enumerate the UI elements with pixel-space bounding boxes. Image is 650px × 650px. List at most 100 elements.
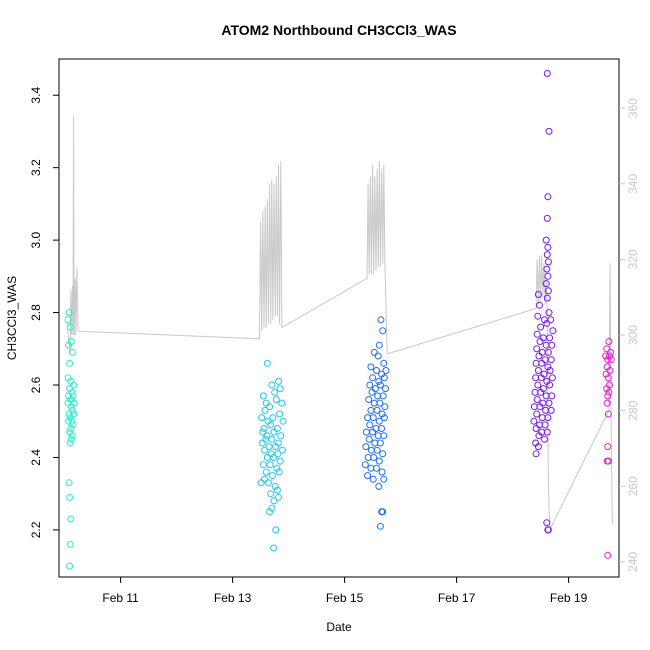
data-point-series-0 <box>68 417 76 425</box>
data-point-series-3 <box>533 330 541 338</box>
data-point-series-1 <box>266 508 274 516</box>
data-point-series-3 <box>544 243 552 251</box>
data-point-series-0 <box>66 562 74 570</box>
data-point-series-3 <box>538 348 546 356</box>
data-point-series-1 <box>267 421 275 429</box>
data-point-series-1 <box>268 381 276 389</box>
data-point-series-1 <box>277 432 285 440</box>
data-point-series-3 <box>532 450 540 458</box>
x-tick-label: Feb 17 <box>438 591 476 605</box>
data-point-series-2 <box>378 425 386 432</box>
data-point-series-1 <box>272 443 280 451</box>
data-point-series-2 <box>373 367 380 374</box>
data-point-series-1 <box>273 486 281 494</box>
data-point-series-0 <box>66 414 74 422</box>
data-point-series-1 <box>261 475 268 483</box>
data-point-series-3 <box>548 374 556 382</box>
data-point-series-3 <box>543 519 551 527</box>
data-point-series-3 <box>543 214 551 222</box>
data-point-series-3 <box>546 381 554 389</box>
data-point-series-1 <box>269 414 277 422</box>
data-point-series-1 <box>259 461 267 469</box>
data-point-series-2 <box>364 472 372 480</box>
data-point-series-3 <box>533 396 541 403</box>
data-point-series-2 <box>375 457 383 465</box>
y-tick-label: 3.4 <box>29 87 43 104</box>
data-point-series-3 <box>534 367 542 374</box>
data-point-series-2 <box>373 406 381 414</box>
data-point-series-2 <box>380 475 388 483</box>
data-point-series-3 <box>535 352 543 360</box>
data-point-series-4 <box>606 367 614 374</box>
data-point-series-0 <box>70 410 78 418</box>
right-y-tick-label: 360 <box>626 98 640 118</box>
data-point-series-1 <box>270 497 278 505</box>
data-point-series-0 <box>70 381 78 389</box>
x-tick-label: Feb 13 <box>214 591 252 605</box>
data-point-series-1 <box>271 388 279 396</box>
data-point-series-0 <box>66 493 74 501</box>
data-point-series-0 <box>65 479 73 487</box>
y-axis-label: CH3CCl3_WAS <box>5 276 19 360</box>
data-point-series-2 <box>379 392 387 400</box>
data-point-series-1 <box>261 446 268 454</box>
data-point-series-4 <box>604 356 612 364</box>
data-point-series-2 <box>373 446 381 454</box>
data-point-series-2 <box>365 435 373 443</box>
data-point-series-1 <box>262 468 270 476</box>
data-point-series-4 <box>603 385 611 393</box>
data-point-series-1 <box>279 417 287 425</box>
data-point-series-1 <box>275 468 283 476</box>
data-point-series-3 <box>536 301 543 309</box>
data-point-series-2 <box>379 327 387 335</box>
data-point-series-2 <box>375 341 383 349</box>
data-point-series-1 <box>276 385 284 393</box>
data-point-series-1 <box>268 504 276 512</box>
data-point-series-0 <box>66 359 74 367</box>
data-point-series-3 <box>543 70 551 77</box>
data-point-series-3 <box>532 359 540 367</box>
data-point-series-2 <box>381 403 389 411</box>
data-point-series-3 <box>541 435 548 443</box>
data-point-series-2 <box>377 316 385 324</box>
data-point-series-1 <box>276 457 284 465</box>
data-point-series-3 <box>549 327 557 335</box>
data-point-series-2 <box>376 381 384 389</box>
data-point-series-0 <box>65 392 72 400</box>
right-y-tick-label: 260 <box>626 476 640 496</box>
data-point-series-3 <box>544 526 552 534</box>
data-point-series-2 <box>380 374 388 382</box>
data-point-series-0 <box>69 421 77 429</box>
data-point-series-1 <box>265 443 273 451</box>
data-point-series-2 <box>376 522 384 530</box>
data-point-series-4 <box>602 352 610 360</box>
data-point-series-2 <box>374 352 382 360</box>
data-point-series-3 <box>542 280 550 288</box>
data-point-series-2 <box>362 443 370 451</box>
data-point-series-1 <box>278 446 286 454</box>
y-tick-label: 2.4 <box>29 449 43 466</box>
data-point-series-0 <box>66 439 74 447</box>
plot-area: 2.2 2.4 2.6 2.8 3.0 3.2 3.4 240 260 280 300 320 340 3… <box>29 58 640 605</box>
data-point-series-0 <box>65 410 73 418</box>
data-point-series-3 <box>539 334 547 342</box>
data-point-series-1 <box>263 359 271 367</box>
data-point-series-3 <box>544 348 552 356</box>
data-point-series-0 <box>67 425 75 432</box>
data-point-series-4 <box>604 551 612 559</box>
y-tick-label: 3.2 <box>29 159 43 176</box>
data-point-series-2 <box>367 406 375 414</box>
data-point-series-3 <box>544 287 552 295</box>
data-point-series-4 <box>605 338 613 345</box>
data-point-series-3 <box>547 406 555 414</box>
data-point-series-1 <box>266 461 274 469</box>
data-point-series-1 <box>275 493 282 501</box>
data-point-series-1 <box>270 544 277 552</box>
data-point-series-1 <box>276 410 284 418</box>
data-point-series-3 <box>543 294 551 302</box>
data-point-series-2 <box>375 417 383 425</box>
x-axis-label: Date <box>326 620 352 634</box>
data-point-series-3 <box>534 312 542 320</box>
data-point-series-3 <box>543 251 551 259</box>
data-point-series-1 <box>262 435 270 443</box>
